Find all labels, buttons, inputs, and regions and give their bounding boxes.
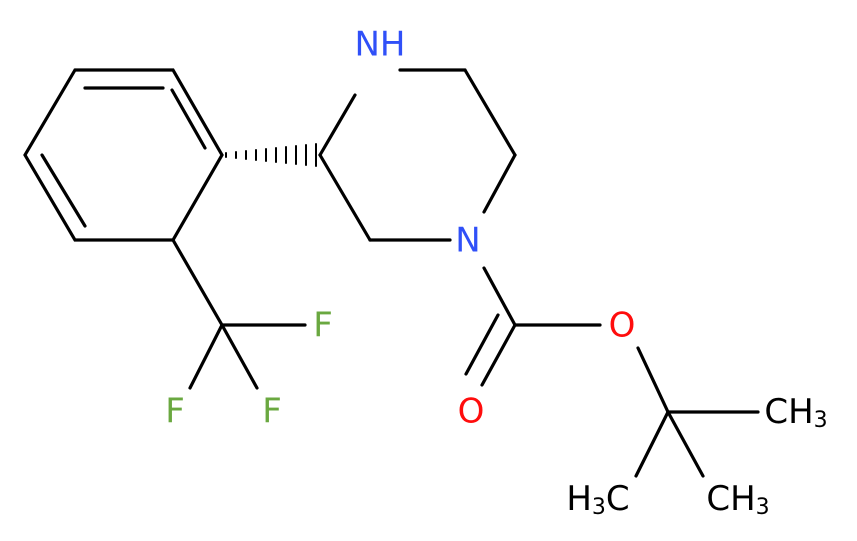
label-part: H — [566, 479, 592, 519]
label-part: CH — [706, 479, 755, 519]
atom-label: F — [313, 306, 333, 346]
label-part: C — [606, 479, 630, 519]
atom-label: H3C — [566, 479, 629, 521]
atom-label: F — [262, 392, 282, 432]
bonds — [23, 68, 760, 478]
label-subscript: 3 — [756, 495, 770, 520]
atom-label: CH3 — [706, 479, 769, 521]
atom-label: NH — [355, 25, 406, 65]
label-subscript: 3 — [814, 408, 828, 433]
atom-label: O — [609, 306, 636, 346]
atom-label: CH3 — [764, 392, 827, 434]
atom-label: F — [165, 392, 185, 432]
atom-label: N — [455, 221, 480, 261]
atom-label: O — [458, 392, 485, 432]
label-subscript: 3 — [592, 495, 606, 520]
label-part: CH — [764, 392, 813, 432]
